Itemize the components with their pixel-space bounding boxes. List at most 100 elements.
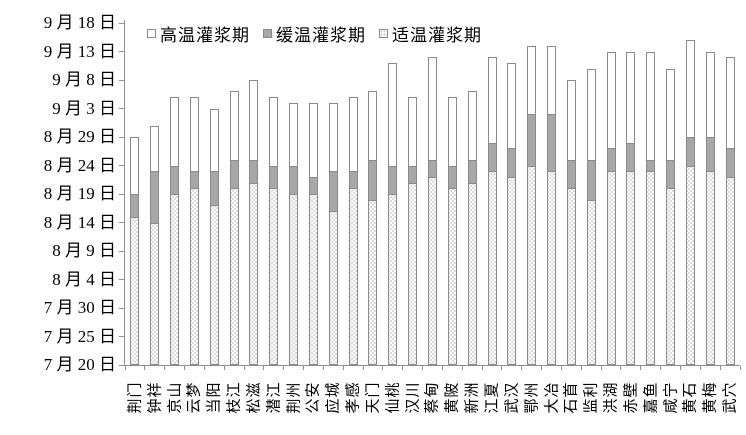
x-category-label: 黄梅 [699, 369, 719, 425]
x-category-label: 云梦 [184, 369, 204, 425]
x-category-label: 汉川 [402, 369, 422, 425]
x-category-label-text: 洪湖 [603, 380, 620, 414]
bar-segment-slow [388, 165, 398, 195]
x-axis-tick [283, 366, 285, 370]
bar-segment-slow [368, 159, 378, 201]
bar-segment-slow [428, 159, 437, 178]
x-category-label: 石首 [560, 369, 580, 425]
x-category-label: 荆州 [283, 369, 303, 425]
y-axis-tick-label: 8 月 14 日 [43, 212, 116, 232]
bar-segment-slow [507, 148, 517, 178]
bar-segment-high [308, 102, 318, 178]
bar-segment-suitable [368, 199, 378, 365]
bar-segment-high [705, 51, 715, 138]
x-category-label-text: 新洲 [464, 380, 481, 414]
x-axis-tick [303, 366, 305, 370]
x-category-label-text: 黄陂 [444, 380, 461, 414]
y-axis-labels: 9 月 18 日 9 月 13 日 9 月 8 日 9 月 3 日 8 月 29 日 8 … [0, 14, 116, 374]
y-axis-tick [119, 364, 124, 366]
bar-segment-suitable [705, 171, 715, 365]
bar-segment-high [547, 45, 557, 116]
legend-item-high: 高温灌浆期 [147, 21, 250, 46]
bar-segment-high [646, 51, 656, 161]
x-category-label-text: 当阳 [206, 380, 223, 414]
bar-segment-high [606, 51, 616, 150]
x-category-label: 武汉 [501, 369, 521, 425]
x-category-label-text: 荆门 [127, 380, 144, 414]
bar-segment-suitable [467, 182, 477, 365]
y-axis-tick [119, 108, 124, 109]
x-category-label: 黄石 [679, 369, 699, 425]
bar-segment-suitable [408, 182, 418, 365]
bar-segment-suitable [447, 188, 457, 365]
x-category-label: 监利 [580, 369, 600, 425]
x-axis-tick [560, 366, 562, 370]
y-axis-tick-label: 8 月 29 日 [43, 127, 116, 146]
bar-segment-suitable [130, 216, 140, 365]
bar-segment-suitable [229, 188, 239, 365]
bar-segment-suitable [507, 176, 517, 365]
bar-segment-high [507, 62, 517, 150]
x-category-label-text: 公安 [305, 380, 322, 414]
bar-segment-slow [527, 114, 537, 167]
y-axis-tick-label: 8 月 9 日 [52, 241, 116, 260]
x-category-label: 天门 [362, 369, 382, 425]
y-axis-tick-label: 9 月 18 日 [43, 13, 116, 32]
bar-segment-suitable [170, 194, 180, 365]
x-axis-tick [620, 366, 622, 370]
y-axis-tick-label: 7 月 30 日 [43, 298, 116, 317]
x-axis-labels: 荆门 钟祥 京山 云梦 当阳 枝江 松滋 潜江 荆州 公安 应城 孝感 天门 仙桃 汉川 蔡甸 黄陂 新洲 江夏 武汉… [124, 369, 739, 429]
x-axis-tick [203, 366, 205, 370]
x-category-label: 嘉鱼 [640, 369, 660, 425]
x-category-label-text: 武穴 [722, 380, 739, 414]
x-category-label: 京山 [164, 369, 184, 425]
bar-segment-slow [467, 159, 477, 184]
bar-segment-high [586, 68, 596, 161]
x-category-label: 蔡甸 [422, 369, 442, 425]
x-category-label: 赤壁 [620, 369, 640, 425]
x-category-label-text: 天门 [365, 380, 382, 414]
bar-segment-suitable [189, 188, 199, 365]
bar-segment-suitable [289, 194, 299, 365]
high-period-marker-icon [147, 29, 156, 38]
x-axis-tick [640, 366, 642, 370]
x-category-label: 洪湖 [600, 369, 620, 425]
bar-segment-high [170, 97, 180, 167]
bar-segment-suitable [388, 194, 398, 365]
bar-segment-suitable [428, 176, 437, 365]
x-category-label-text: 汉川 [405, 380, 422, 414]
bar-segment-high [189, 97, 199, 173]
x-axis-tick [124, 366, 126, 370]
bar-segment-slow [408, 165, 418, 184]
bar-segment-high [328, 102, 338, 173]
bar-segment-high [408, 97, 418, 167]
x-axis-tick [362, 366, 364, 370]
bar-segment-suitable [547, 171, 557, 365]
y-axis-tick [119, 279, 124, 280]
bar-segment-slow [269, 165, 279, 190]
bar-segment-slow [249, 159, 259, 184]
plot-area [119, 20, 741, 370]
bar-segment-slow [150, 171, 160, 224]
x-axis-tick [660, 366, 662, 370]
y-axis-tick [119, 22, 124, 24]
bar-segment-slow [170, 165, 180, 195]
bar-segment-suitable [666, 188, 676, 365]
x-category-label-text: 黄梅 [702, 380, 719, 414]
y-axis-tick [119, 307, 124, 309]
x-category-label-text: 武汉 [504, 380, 521, 414]
bar-segment-high [685, 40, 695, 138]
bar-segment-slow [130, 194, 140, 218]
bar-segment-suitable [269, 188, 279, 365]
bar-segment-slow [566, 159, 576, 190]
y-axis-tick [119, 136, 124, 138]
bar-segment-slow [189, 171, 199, 190]
legend: 高温灌浆期 缓温灌浆期 适温灌浆期 [147, 21, 482, 46]
x-category-label-text: 京山 [167, 380, 184, 414]
bar-segment-high [428, 57, 437, 161]
bar-segment-suitable [606, 171, 616, 365]
x-category-label-text: 荆州 [286, 380, 303, 414]
bar-segment-slow [725, 148, 735, 178]
bar-segment-suitable [685, 165, 695, 365]
bar-segment-suitable [527, 165, 537, 365]
